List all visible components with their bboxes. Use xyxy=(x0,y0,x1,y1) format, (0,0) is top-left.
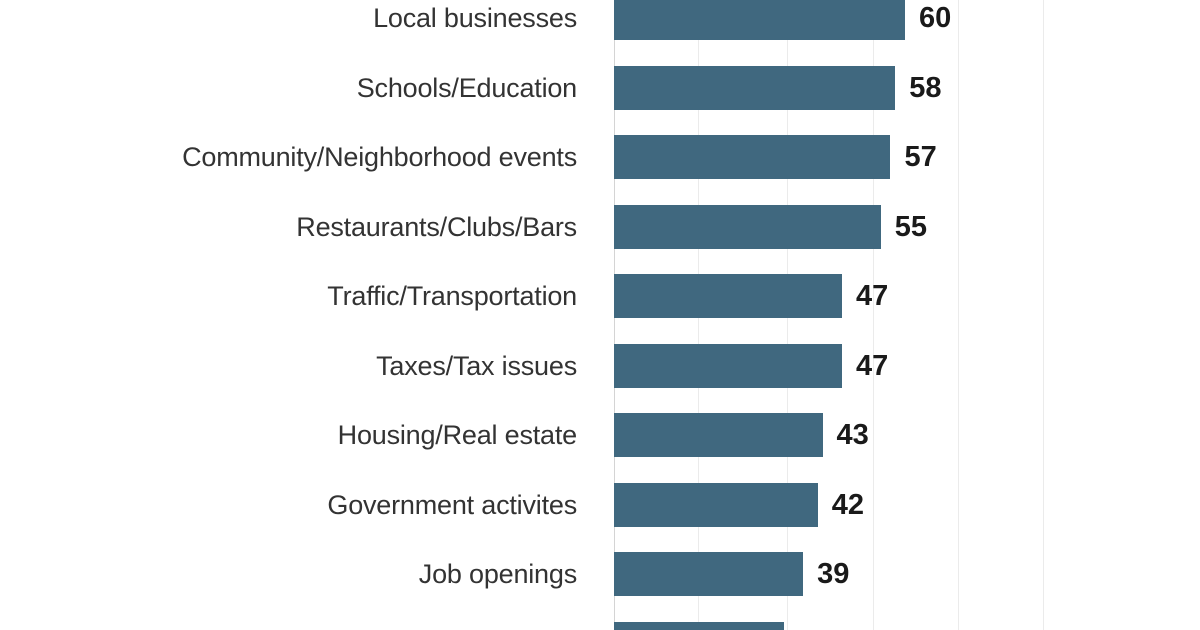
bar-row xyxy=(0,621,1200,630)
bar-category-label: Job openings xyxy=(418,559,577,589)
bar-row: Restaurants/Clubs/Bars 55 xyxy=(0,204,1200,249)
bar xyxy=(614,482,818,527)
bar xyxy=(614,65,896,110)
bar-category-label: Schools/Education xyxy=(356,72,577,103)
bar-row: Local businesses 60 xyxy=(0,0,1200,40)
bar-category-label: Traffic/Transportation xyxy=(327,281,577,311)
bar xyxy=(614,274,842,318)
bar-category-label: Local businesses xyxy=(373,3,577,33)
bar-value-label: 60 xyxy=(919,2,952,34)
bar xyxy=(614,343,842,388)
bar xyxy=(614,621,784,630)
bar-row: Government activites 42 xyxy=(0,482,1200,527)
bar xyxy=(614,204,881,249)
bar-row: Schools/Education 58 xyxy=(0,65,1200,110)
gridline xyxy=(1043,0,1044,630)
bar-value-label: 42 xyxy=(831,488,864,521)
bar xyxy=(614,552,804,596)
gridline xyxy=(873,0,874,630)
bar xyxy=(614,0,905,40)
bar xyxy=(614,413,823,457)
bar-row: Traffic/Transportation 47 xyxy=(0,274,1200,318)
bar-value-label: 55 xyxy=(894,210,928,243)
bar-value-label: 39 xyxy=(817,558,850,590)
gridline xyxy=(958,0,959,630)
bar xyxy=(614,135,891,179)
bar-value-label: 47 xyxy=(855,280,889,312)
bar-category-label: Restaurants/Clubs/Bars xyxy=(296,211,577,242)
bar-row: Community/Neighborhood events 57 xyxy=(0,135,1200,179)
bar-category-label: Taxes/Tax issues xyxy=(376,350,577,381)
bar-row: Taxes/Tax issues 47 xyxy=(0,343,1200,388)
bar-category-label: Housing/Real estate xyxy=(337,420,578,450)
bar-category-label: Government activites xyxy=(327,489,577,520)
bar-row: Job openings 39 xyxy=(0,552,1200,596)
bar-value-label: 58 xyxy=(909,71,942,104)
bar-value-label: 47 xyxy=(855,349,889,382)
bar-category-label: Community/Neighborhood events xyxy=(182,142,577,172)
bar-value-label: 57 xyxy=(904,141,937,173)
bar-row: Housing/Real estate 43 xyxy=(0,413,1200,457)
bar-value-label: 43 xyxy=(836,419,869,451)
